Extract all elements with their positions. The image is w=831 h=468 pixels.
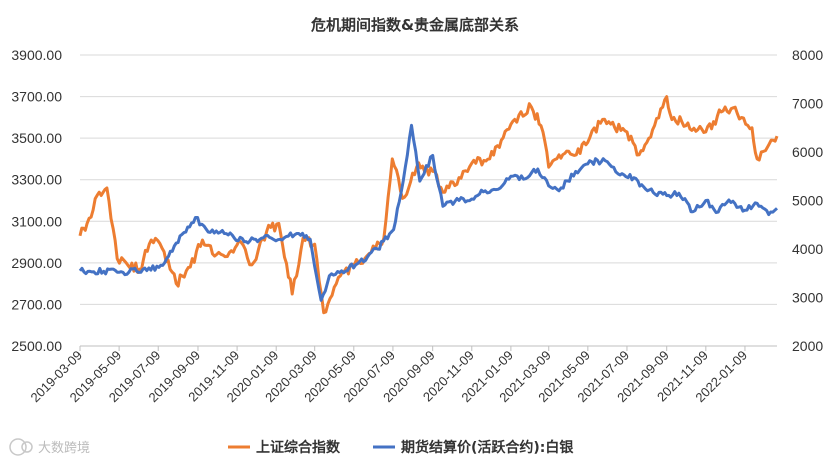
left-tick-label: 3100.00: [11, 213, 62, 229]
left-tick-label: 2700.00: [11, 296, 62, 312]
watermark: 大数跨境: [9, 438, 90, 456]
right-tick-label: 7000: [792, 96, 823, 112]
left-axis: 2500.00 2700.00 2900.00 3100.00 3300.00 3500.…: [11, 47, 62, 354]
right-tick-label: 6000: [792, 144, 823, 160]
series-line-silver: [78, 123, 779, 302]
legend-label-silver: 期货结算价(活跃合约):白银: [401, 439, 574, 456]
right-tick-label: 8000: [792, 47, 823, 63]
left-tick-label: 2500.00: [11, 338, 62, 354]
right-tick-label: 3000: [792, 290, 823, 306]
chart-title: 危机期间指数&贵金属底部关系: [311, 16, 519, 34]
right-axis: 2000 3000 4000 5000 6000 7000 8000: [792, 47, 823, 354]
right-tick-label: 5000: [792, 193, 823, 209]
left-tick-label: 3900.00: [11, 47, 62, 63]
right-tick-label: 2000: [792, 338, 823, 354]
right-tick-label: 4000: [792, 241, 823, 257]
watermark-logo-icon: [9, 438, 33, 456]
legend-label-shanghai: 上证综合指数: [256, 439, 341, 456]
left-tick-label: 3300.00: [11, 172, 62, 188]
legend-item-silver: 期货结算价(活跃合约):白银: [373, 439, 574, 456]
x-axis: 2019-03-092019-05-092019-07-092019-09-09…: [27, 346, 750, 405]
series-line-shanghai: [78, 95, 779, 315]
legend-item-shanghai: 上证综合指数: [228, 439, 341, 456]
gridlines: [80, 54, 777, 305]
left-tick-label: 3500.00: [11, 130, 62, 146]
left-tick-label: 2900.00: [11, 255, 62, 271]
left-tick-label: 3700.00: [11, 89, 62, 105]
watermark-text: 大数跨境: [38, 441, 90, 456]
legend: 上证综合指数 期货结算价(活跃合约):白银: [228, 439, 574, 456]
plot-area: [78, 95, 779, 315]
